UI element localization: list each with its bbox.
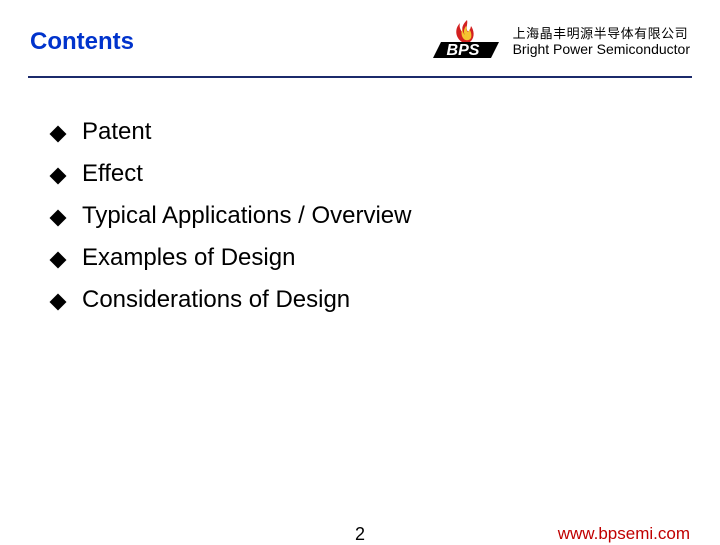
page-title: Contents xyxy=(30,28,134,56)
logo-mark-icon: BPS xyxy=(427,18,505,66)
toc-item: Typical Applications / Overview xyxy=(48,202,690,230)
slide-content: Patent Effect Typical Applications / Ove… xyxy=(0,78,720,314)
toc-item: Examples of Design xyxy=(48,244,690,272)
svg-text:BPS: BPS xyxy=(446,42,479,59)
footer-url: www.bpsemi.com xyxy=(558,524,690,544)
logo-english: Bright Power Semiconductor xyxy=(513,41,690,58)
logo-text: 上海晶丰明源半导体有限公司 Bright Power Semiconductor xyxy=(513,26,690,58)
toc-item: Patent xyxy=(48,118,690,146)
table-of-contents: Patent Effect Typical Applications / Ove… xyxy=(48,118,690,314)
slide-header: Contents BPS 上海晶丰明源半导体有限公司 Bright Power … xyxy=(0,0,720,76)
toc-item: Effect xyxy=(48,160,690,188)
company-logo: BPS 上海晶丰明源半导体有限公司 Bright Power Semicondu… xyxy=(427,18,690,66)
toc-item: Considerations of Design xyxy=(48,286,690,314)
logo-chinese: 上海晶丰明源半导体有限公司 xyxy=(513,26,690,42)
page-number: 2 xyxy=(355,524,365,545)
